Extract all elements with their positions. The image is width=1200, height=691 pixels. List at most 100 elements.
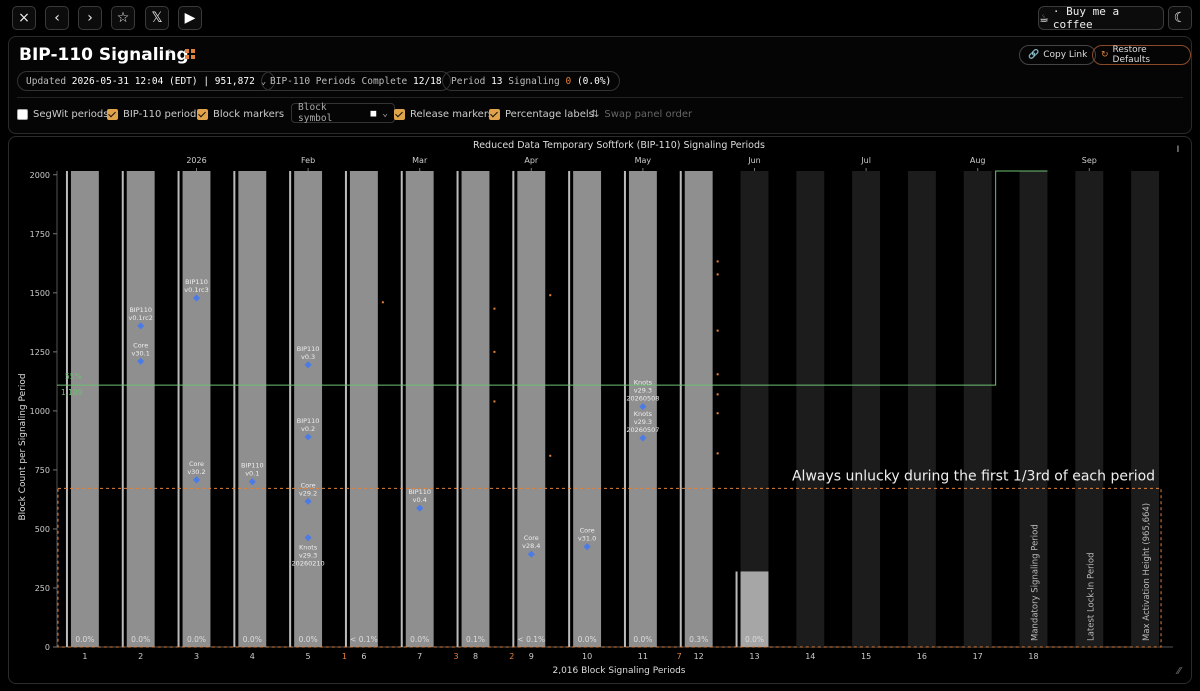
- restore-defaults-button[interactable]: ↻ Restore Defaults: [1092, 45, 1191, 65]
- month-label: Mar: [412, 156, 428, 165]
- x-tick-label: 10: [582, 652, 592, 661]
- checkbox-icon[interactable]: [107, 108, 118, 120]
- swap-label: Swap panel order: [604, 108, 693, 120]
- updated-pill[interactable]: Updated 2026-05-31 12:04 (EDT) | 951,872…: [17, 71, 276, 91]
- pct-label: 0.1%: [466, 635, 485, 644]
- release-label: v0.3: [301, 353, 315, 361]
- bip110-toggle[interactable]: BIP-110 periods: [107, 105, 202, 123]
- release-label: BIP110: [185, 278, 208, 286]
- youtube-icon[interactable]: ▶: [178, 6, 202, 30]
- release-label: 20260508: [626, 395, 659, 403]
- segwit-label: SegWit periods: [33, 108, 109, 120]
- pct-label: 0.0%: [578, 635, 597, 644]
- release-label: Core: [133, 341, 148, 349]
- bip110-label: BIP-110 periods: [123, 108, 202, 120]
- pct-label: 0.0%: [75, 635, 94, 644]
- y-tick-label: 750: [35, 466, 50, 475]
- release-label: v30.2: [187, 468, 205, 476]
- period-bar: [182, 171, 211, 647]
- pct-label: 0.0%: [410, 635, 429, 644]
- block-symbol-select[interactable]: Block symbol ■ ⌄: [291, 102, 395, 124]
- checkbox-icon[interactable]: [489, 108, 500, 120]
- release-label: v0.1rc3: [184, 286, 208, 294]
- header-panel: BIP-110 Signaling ? 🔗 Copy Link ↻ Restor…: [8, 36, 1192, 134]
- period-bar: [349, 171, 378, 647]
- block-marker: [381, 301, 384, 304]
- release-label: BIP110: [297, 345, 320, 353]
- cursor-icon[interactable]: I: [1177, 145, 1180, 155]
- checkbox-icon[interactable]: [17, 108, 28, 120]
- chart-title: Reduced Data Temporary Softfork (BIP-110…: [473, 140, 765, 151]
- page-title: BIP-110 Signaling: [19, 45, 189, 65]
- x-tick-label: 4: [250, 652, 255, 661]
- help-icon[interactable]: ?: [167, 49, 172, 59]
- pct-label: 0.0%: [131, 635, 150, 644]
- chart-panel: Reduced Data Temporary Softfork (BIP-110…: [8, 136, 1192, 684]
- checkbox-icon[interactable]: [197, 108, 208, 120]
- release-marker: [304, 497, 312, 505]
- release-label: v0.1rc2: [128, 314, 152, 322]
- forward-icon[interactable]: ›: [78, 6, 102, 30]
- block-marker: [493, 350, 496, 353]
- period-bar: [963, 171, 992, 647]
- x-tick-label: 9: [529, 652, 534, 661]
- x-tick-label: 6: [361, 652, 366, 661]
- copy-link-label: Copy Link: [1043, 50, 1088, 60]
- x-tick-label: 3: [194, 652, 199, 661]
- y-tick-label: 0: [45, 643, 50, 652]
- release-markers-toggle[interactable]: Release markers: [394, 105, 493, 123]
- release-label: v30.1: [132, 349, 150, 357]
- unlucky-label: Always unlucky during the first 1/3rd of…: [792, 468, 1155, 484]
- release-label: Core: [580, 527, 595, 535]
- month-label: Sep: [1082, 156, 1097, 165]
- unlucky-box: [57, 487, 1162, 648]
- resize-handle-icon[interactable]: ⁄⁄: [1175, 666, 1183, 677]
- chevron-down-icon: ⌄: [382, 107, 388, 119]
- star-icon[interactable]: ☆: [111, 6, 135, 30]
- grid-icon[interactable]: [185, 49, 195, 59]
- block-marker: [716, 412, 719, 415]
- pct-label: 0.0%: [745, 635, 764, 644]
- periods-value: 12/18: [413, 75, 442, 87]
- release-marker: [304, 433, 312, 441]
- moon-icon[interactable]: ☾: [1168, 6, 1192, 30]
- segwit-toggle[interactable]: SegWit periods: [17, 105, 108, 123]
- block-marker: [716, 273, 719, 276]
- y-tick-label: 1750: [30, 230, 50, 239]
- release-label: Core: [189, 460, 204, 468]
- y-tick-label: 1000: [30, 407, 50, 416]
- copy-link-button[interactable]: 🔗 Copy Link: [1019, 45, 1097, 65]
- chevron-down-icon: ⌄: [260, 75, 267, 87]
- block-markers-toggle[interactable]: Block markers: [197, 105, 284, 123]
- period-bar: [1019, 171, 1048, 647]
- block-markers-label: Block markers: [213, 108, 285, 120]
- period-bar: [852, 171, 881, 647]
- release-marker: [304, 534, 312, 542]
- buy-coffee-button[interactable]: ☕ · Buy me a coffee: [1038, 5, 1164, 31]
- checkbox-icon[interactable]: [394, 108, 405, 120]
- period-bar: [796, 171, 825, 647]
- percentage-labels-toggle[interactable]: Percentage labels: [489, 105, 594, 123]
- release-marker: [304, 361, 312, 369]
- month-label: Jul: [860, 156, 871, 165]
- y-tick-label: 250: [35, 584, 50, 593]
- block-marker: [716, 329, 719, 332]
- x-tick-label: 14: [805, 652, 815, 661]
- coffee-icon: ☕: [1039, 11, 1049, 25]
- release-marker: [583, 543, 591, 551]
- x-icon[interactable]: 𝕏: [145, 6, 169, 30]
- signal-count: 1: [342, 652, 347, 661]
- x-axis-label: 2,016 Block Signaling Periods: [552, 666, 685, 676]
- close-icon[interactable]: ×: [12, 6, 36, 30]
- pct-label: 0.0%: [633, 635, 652, 644]
- x-tick-label: 18: [1028, 652, 1038, 661]
- pct-label: 0.3%: [689, 635, 708, 644]
- updated-label: Updated: [26, 75, 67, 87]
- back-icon[interactable]: ‹: [45, 6, 69, 30]
- pct-label: < 0.1%: [350, 635, 378, 644]
- x-tick-label: 1: [82, 652, 87, 661]
- swap-panel-button[interactable]: ⇅ Swap panel order: [591, 105, 692, 123]
- top-bar: × ‹ › ☆ 𝕏 ▶ ☕ · Buy me a coffee ☾: [0, 0, 1200, 36]
- refresh-icon: ↻: [1101, 50, 1109, 60]
- release-label: v0.2: [301, 425, 315, 433]
